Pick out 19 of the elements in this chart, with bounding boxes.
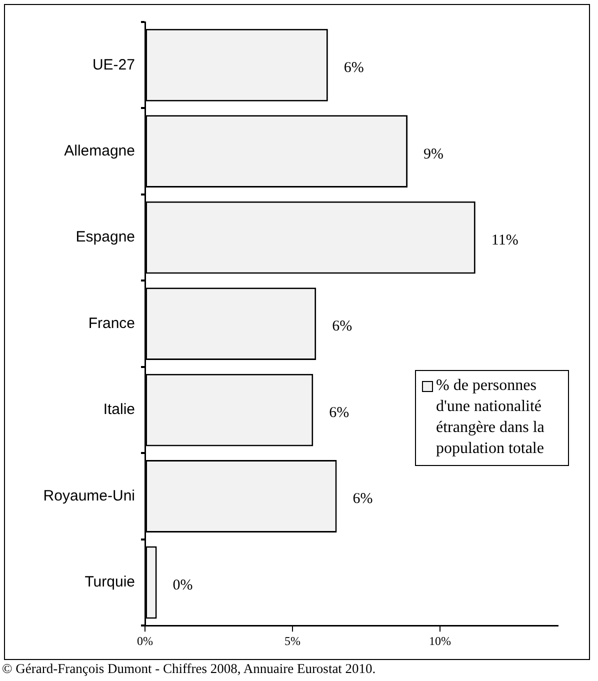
y-tick-label: Royaume-Uni: [43, 487, 135, 504]
data-label: 6%: [344, 60, 364, 76]
data-label: 6%: [352, 491, 373, 508]
x-tick-label: 10%: [429, 634, 451, 648]
x-tick-label: 5%: [284, 634, 300, 648]
data-label: 0%: [172, 577, 193, 594]
x-tick-label: 0%: [137, 634, 153, 648]
data-label: 6%: [332, 318, 352, 335]
y-tick-label: UE-27: [92, 56, 135, 74]
y-tick-label: Allemagne: [64, 142, 135, 160]
y-tick-label: Italie: [103, 401, 135, 418]
data-label: 9%: [424, 146, 444, 162]
y-tick-label: France: [88, 314, 135, 332]
y-tick-label: Espagne: [76, 228, 135, 246]
text: % de personnes d'une nationalité étrangère dans la population totale: [436, 376, 546, 459]
data-label: 6%: [329, 404, 350, 421]
y-tick-label: Turquie: [84, 574, 135, 591]
text: © Gérard-François Dumont - Chiffres 2008, Annuaire Eurostat 2010.: [2, 661, 376, 677]
data-label: 11%: [491, 232, 518, 249]
